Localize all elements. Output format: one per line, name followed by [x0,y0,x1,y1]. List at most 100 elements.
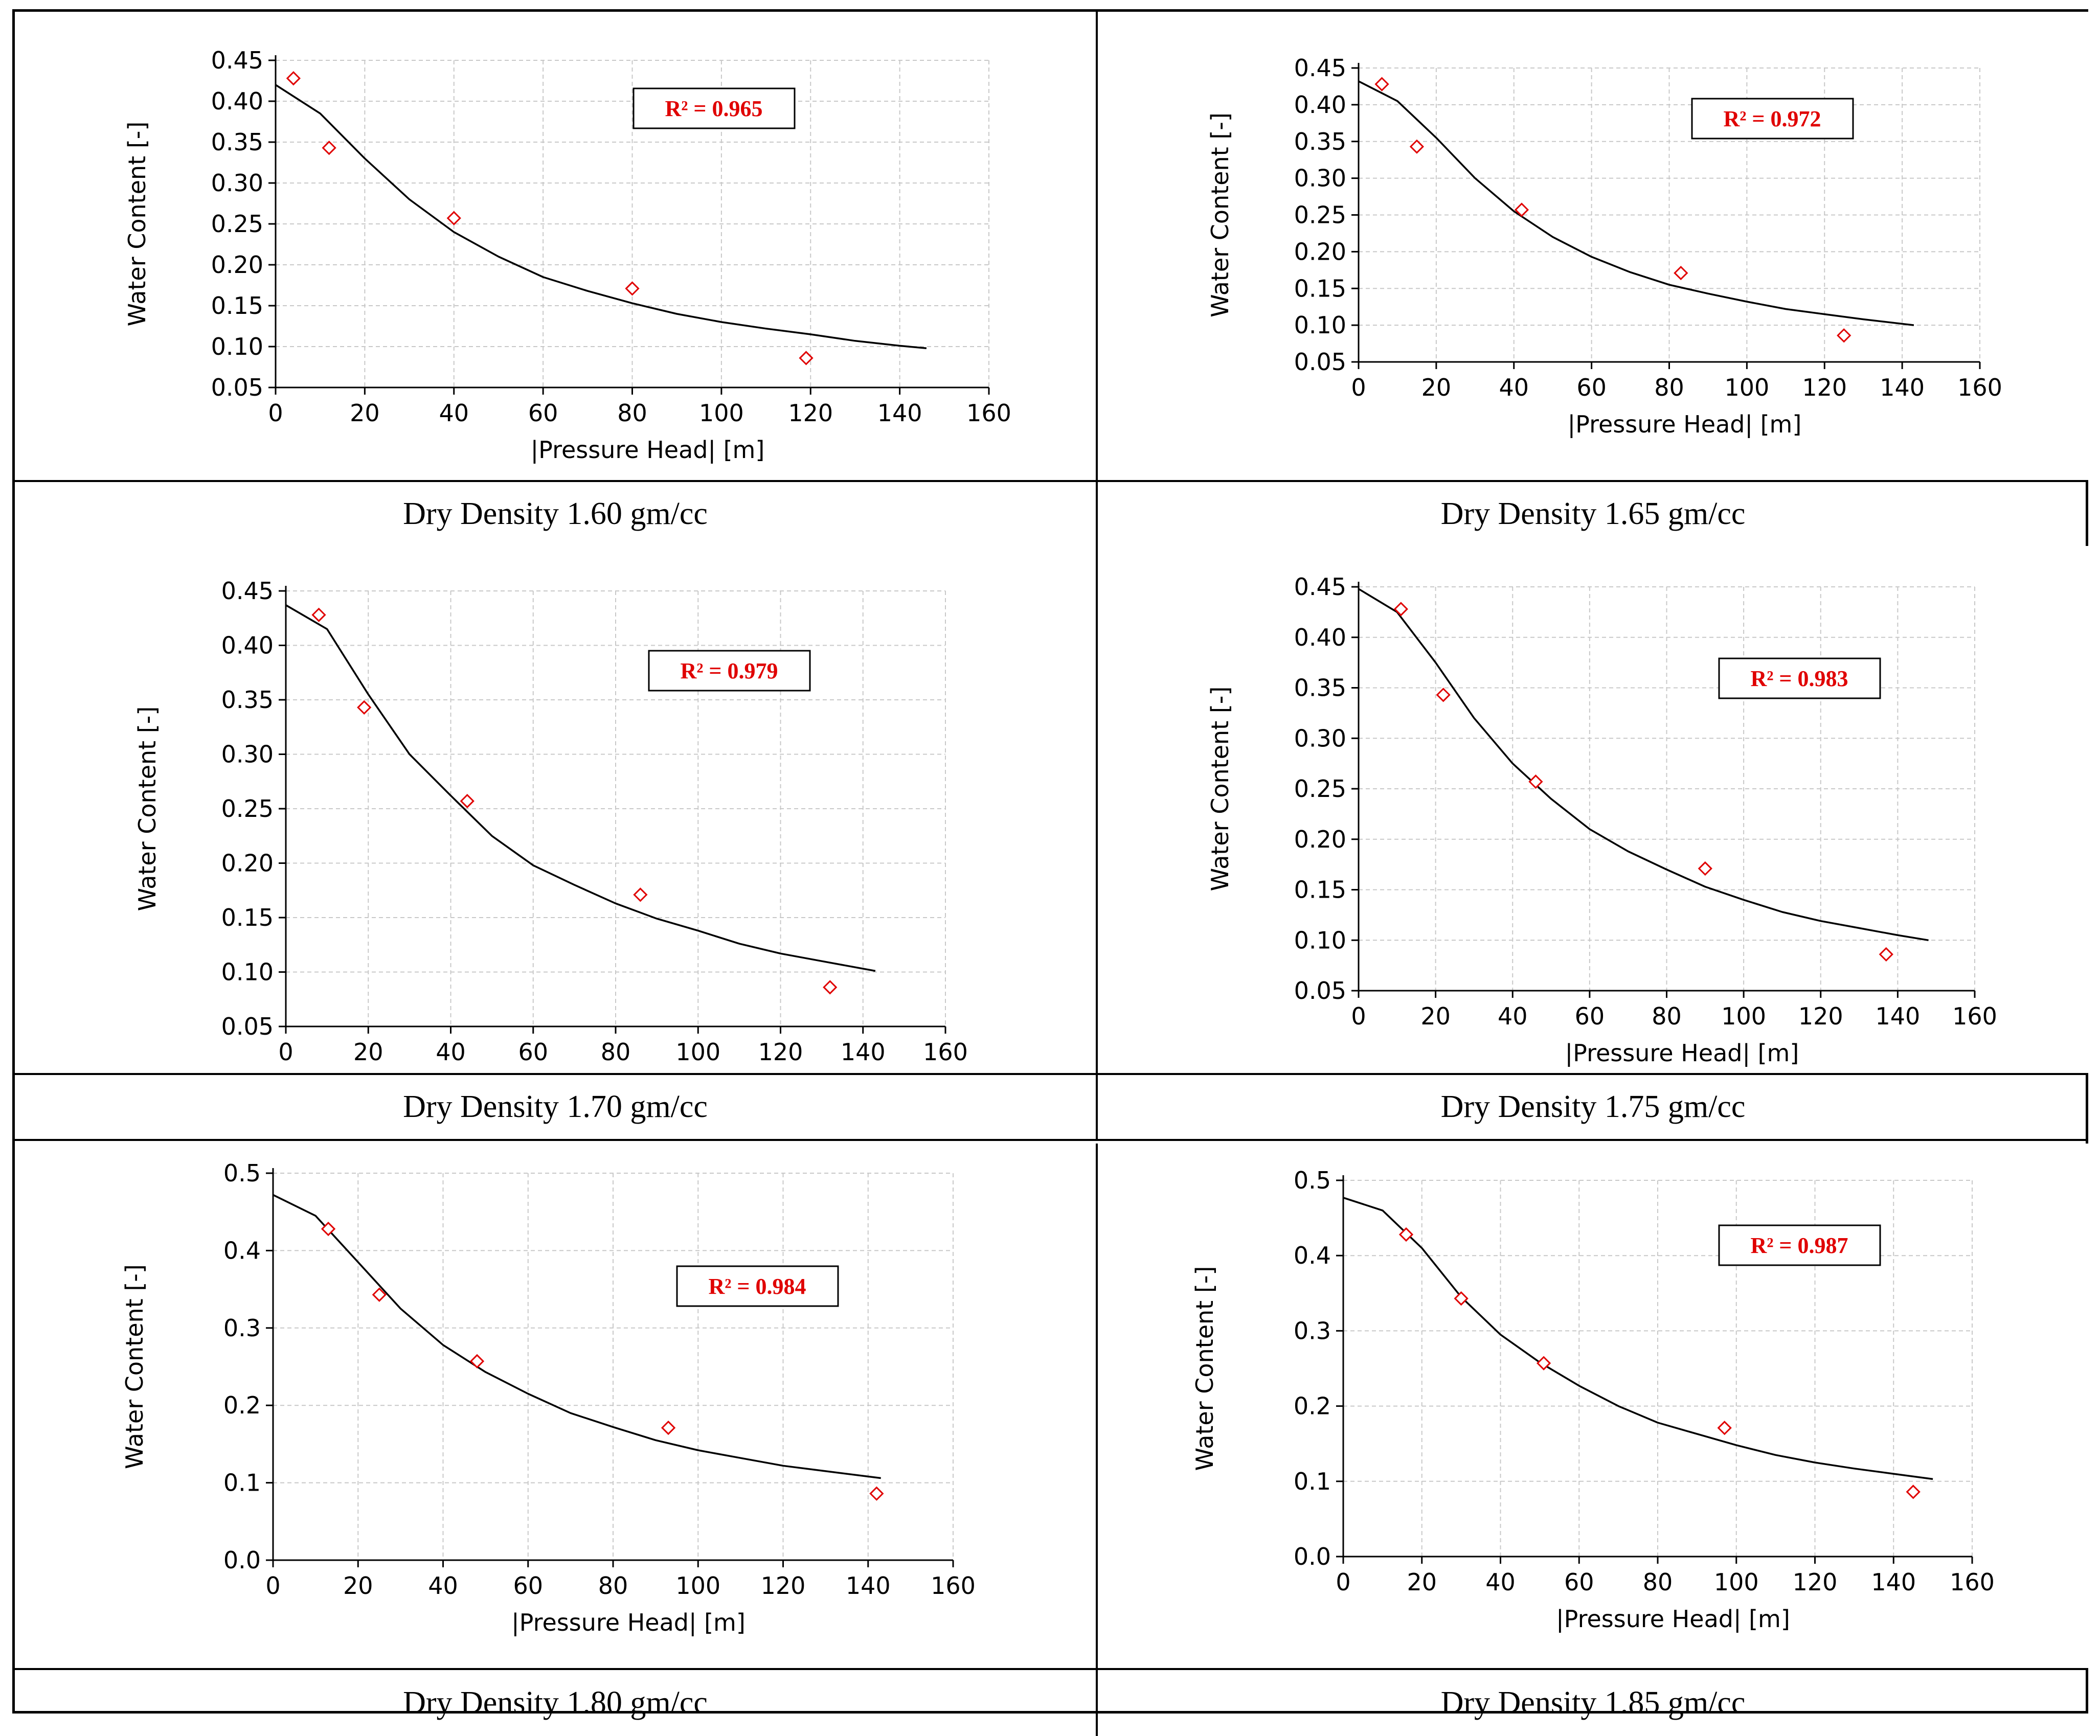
x-tick-label: 20 [343,1572,373,1600]
y-tick-label: 0.2 [223,1391,261,1419]
y-tick-label: 0.45 [1294,573,1346,601]
x-tick-label: 140 [841,1038,886,1066]
x-tick-label: 120 [1798,1002,1843,1030]
y-tick-label: 0.25 [211,210,263,238]
chart-panel-1: 0 20 40 60 80 100 120 140 160 0.05 0.10 0.15 0.20 0.2… [15,12,1098,482]
y-tick-label: 0.40 [1294,624,1346,651]
x-tick-label: 100 [675,1038,720,1066]
data-point [1398,1227,1414,1242]
fit-curve [273,1194,881,1479]
fit-curve [275,84,927,349]
y-tick-label: 0.20 [1294,826,1346,853]
x-tick-label: 60 [1576,374,1607,401]
x-tick-label: 120 [788,399,833,427]
data-point [1837,328,1851,343]
x-axis-label: |Pressure Head| [m] [1568,410,1802,439]
x-tick-label: 0 [268,399,283,427]
y-axis-label: Water Content [-] [1206,687,1234,892]
data-point [1698,861,1712,876]
data-point [311,607,326,622]
x-tick-label: 0 [278,1038,293,1066]
x-tick-label: 100 [1721,1002,1766,1030]
r2-box [676,1265,839,1307]
x-tick-label: 20 [353,1038,383,1066]
x-tick-label: 60 [1575,1002,1605,1030]
chart-caption-1: Dry Density 1.60 gm/cc [15,482,1098,548]
x-tick-label: 160 [923,1038,968,1066]
x-tick-label: 80 [1643,1568,1673,1596]
x-tick-label: 0 [1336,1568,1350,1596]
data-point [1717,1421,1732,1435]
y-tick-label: 0.10 [1294,311,1346,339]
data-point [1409,139,1425,154]
y-tick-label: 0.40 [221,632,274,659]
y-tick-label: 0.20 [211,251,263,279]
r2-box [1691,98,1854,140]
y-axis-label: Water Content [-] [123,122,151,327]
y-tick-label: 0.20 [221,850,274,877]
y-tick-label: 0.45 [221,577,274,605]
x-tick-label: 20 [1421,374,1452,401]
y-axis-label: Water Content [-] [1191,1266,1218,1471]
data-point [1528,774,1543,789]
x-tick-label: 60 [518,1038,548,1066]
y-tick-label: 0.3 [1294,1317,1331,1344]
x-tick-label: 0 [265,1572,280,1600]
y-tick-label: 0.5 [1294,1167,1331,1194]
chart-caption-6: Dry Density 1.85 gm/cc [1440,1685,1746,1720]
x-tick-label: 160 [966,399,1011,427]
x-tick-label: 80 [1652,1002,1682,1030]
y-tick-label: 0.25 [221,795,274,823]
gridlines [1358,67,1980,362]
chart-panel-6: 0 20 40 60 80 100 120 140 160 0.0 0.1 0.2 0.3 0.4 0.5 |… [1098,1144,2088,1670]
data-point [286,71,301,86]
gridlines [285,590,946,1027]
data-point [1374,77,1389,92]
data-point [661,1420,676,1435]
x-tick-label: 40 [428,1572,458,1600]
r2-box [648,650,811,692]
y-tick-label: 0.40 [211,87,263,115]
x-tick-label: 120 [1793,1568,1838,1596]
chart-caption-5: Dry Density 1.80 gm/cc [15,1670,1098,1736]
x-tick-label: 60 [1564,1568,1594,1596]
r2-label: R² = 0.987 [1750,1233,1848,1258]
x-axis-label: |Pressure Head| [m] [1556,1605,1790,1633]
data-point [1393,602,1408,616]
y-tick-label: 0.10 [221,958,274,986]
x-tick-label: 100 [1724,374,1769,401]
data-point [625,281,640,296]
r2-box [633,87,796,129]
y-tick-label: 0.1 [1294,1468,1331,1495]
y-tick-label: 0.15 [221,904,274,931]
x-tick-label: 40 [1485,1568,1516,1596]
r2-label: R² = 0.965 [665,96,762,121]
chart-svg-1: 0 20 40 60 80 100 120 140 160 0.05 0.10 0.15 0.20 0.2… [123,47,1011,464]
y-axis-label: Water Content [-] [1206,112,1234,317]
chart-panel-3: 0 20 40 60 80 100 120 140 160 0.05 0.10 0.15 0.20 0.2… [15,546,1098,1075]
x-tick-label: 160 [1957,374,2002,401]
chart-panel-5: 0 20 40 60 80 100 120 140 160 0.0 0.1 0.2 0.3 0.4 0.5 |… [15,1144,1098,1670]
chart-svg-5: 0 20 40 60 80 100 120 140 160 0.0 0.1 0.2 0.3 0.4 0.5 |… [121,1159,976,1637]
y-tick-label: 0.30 [1294,724,1346,752]
x-tick-label: 80 [1654,374,1684,401]
x-tick-label: 0 [1351,374,1366,401]
x-tick-label: 140 [846,1572,891,1600]
x-tick-label: 160 [1952,1002,1997,1030]
y-tick-label: 0.35 [1294,128,1346,155]
x-tick-label: 80 [601,1038,631,1066]
x-tick-label: 60 [513,1572,543,1600]
data-point [357,700,372,715]
y-tick-label: 0.30 [211,169,263,197]
data-point [1514,202,1529,217]
y-tick-label: 0.05 [1294,977,1346,1004]
data-point [1436,688,1451,702]
data-point [322,141,336,155]
y-tick-label: 0.15 [1294,275,1346,302]
chart-panel-2: 0 20 40 60 80 100 120 140 160 0.05 0.10 0.15 0.20 0.2… [1098,12,2088,482]
y-tick-label: 0.35 [1294,674,1346,702]
y-tick-label: 0.10 [1294,926,1346,954]
r2-label: R² = 0.972 [1723,106,1821,131]
x-tick-label: 100 [1714,1568,1759,1596]
data-point [1879,947,1893,962]
